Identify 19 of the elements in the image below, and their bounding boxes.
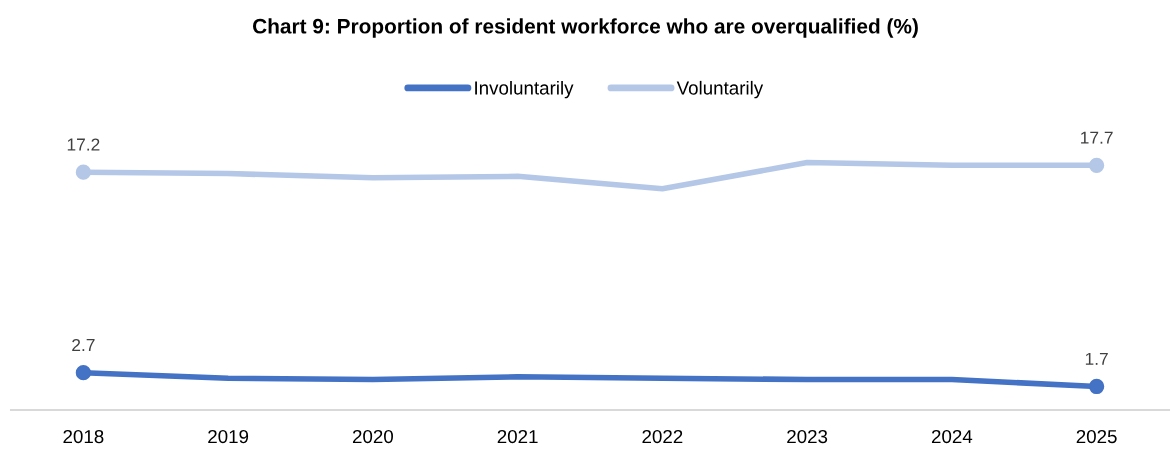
point — [1088, 378, 1105, 395]
chart-title: Chart 9: Proportion of resident workforce who are overqualified (%) — [253, 18, 918, 38]
x-tick-label: 2025 — [1076, 429, 1117, 444]
point — [75, 164, 92, 180]
data-label: 1.7 — [1085, 352, 1108, 365]
x-tick-label: 2019 — [208, 429, 249, 444]
data-label: 17.2 — [67, 138, 100, 151]
x-tick-label: 2024 — [931, 429, 973, 444]
point — [75, 365, 92, 381]
x-tick-label: 2021 — [497, 429, 538, 444]
x-tick-label: 2020 — [352, 429, 393, 444]
legend-label: Voluntarily — [676, 80, 764, 99]
legend-label: Involuntarily — [475, 80, 574, 99]
x-tick-label: 2022 — [642, 429, 683, 444]
x-tick-label: 2018 — [63, 429, 104, 444]
x-tick-label: 2023 — [787, 429, 828, 444]
data-label: 17.7 — [1081, 131, 1113, 144]
data-label: 2.7 — [72, 338, 95, 351]
point — [1088, 157, 1105, 173]
